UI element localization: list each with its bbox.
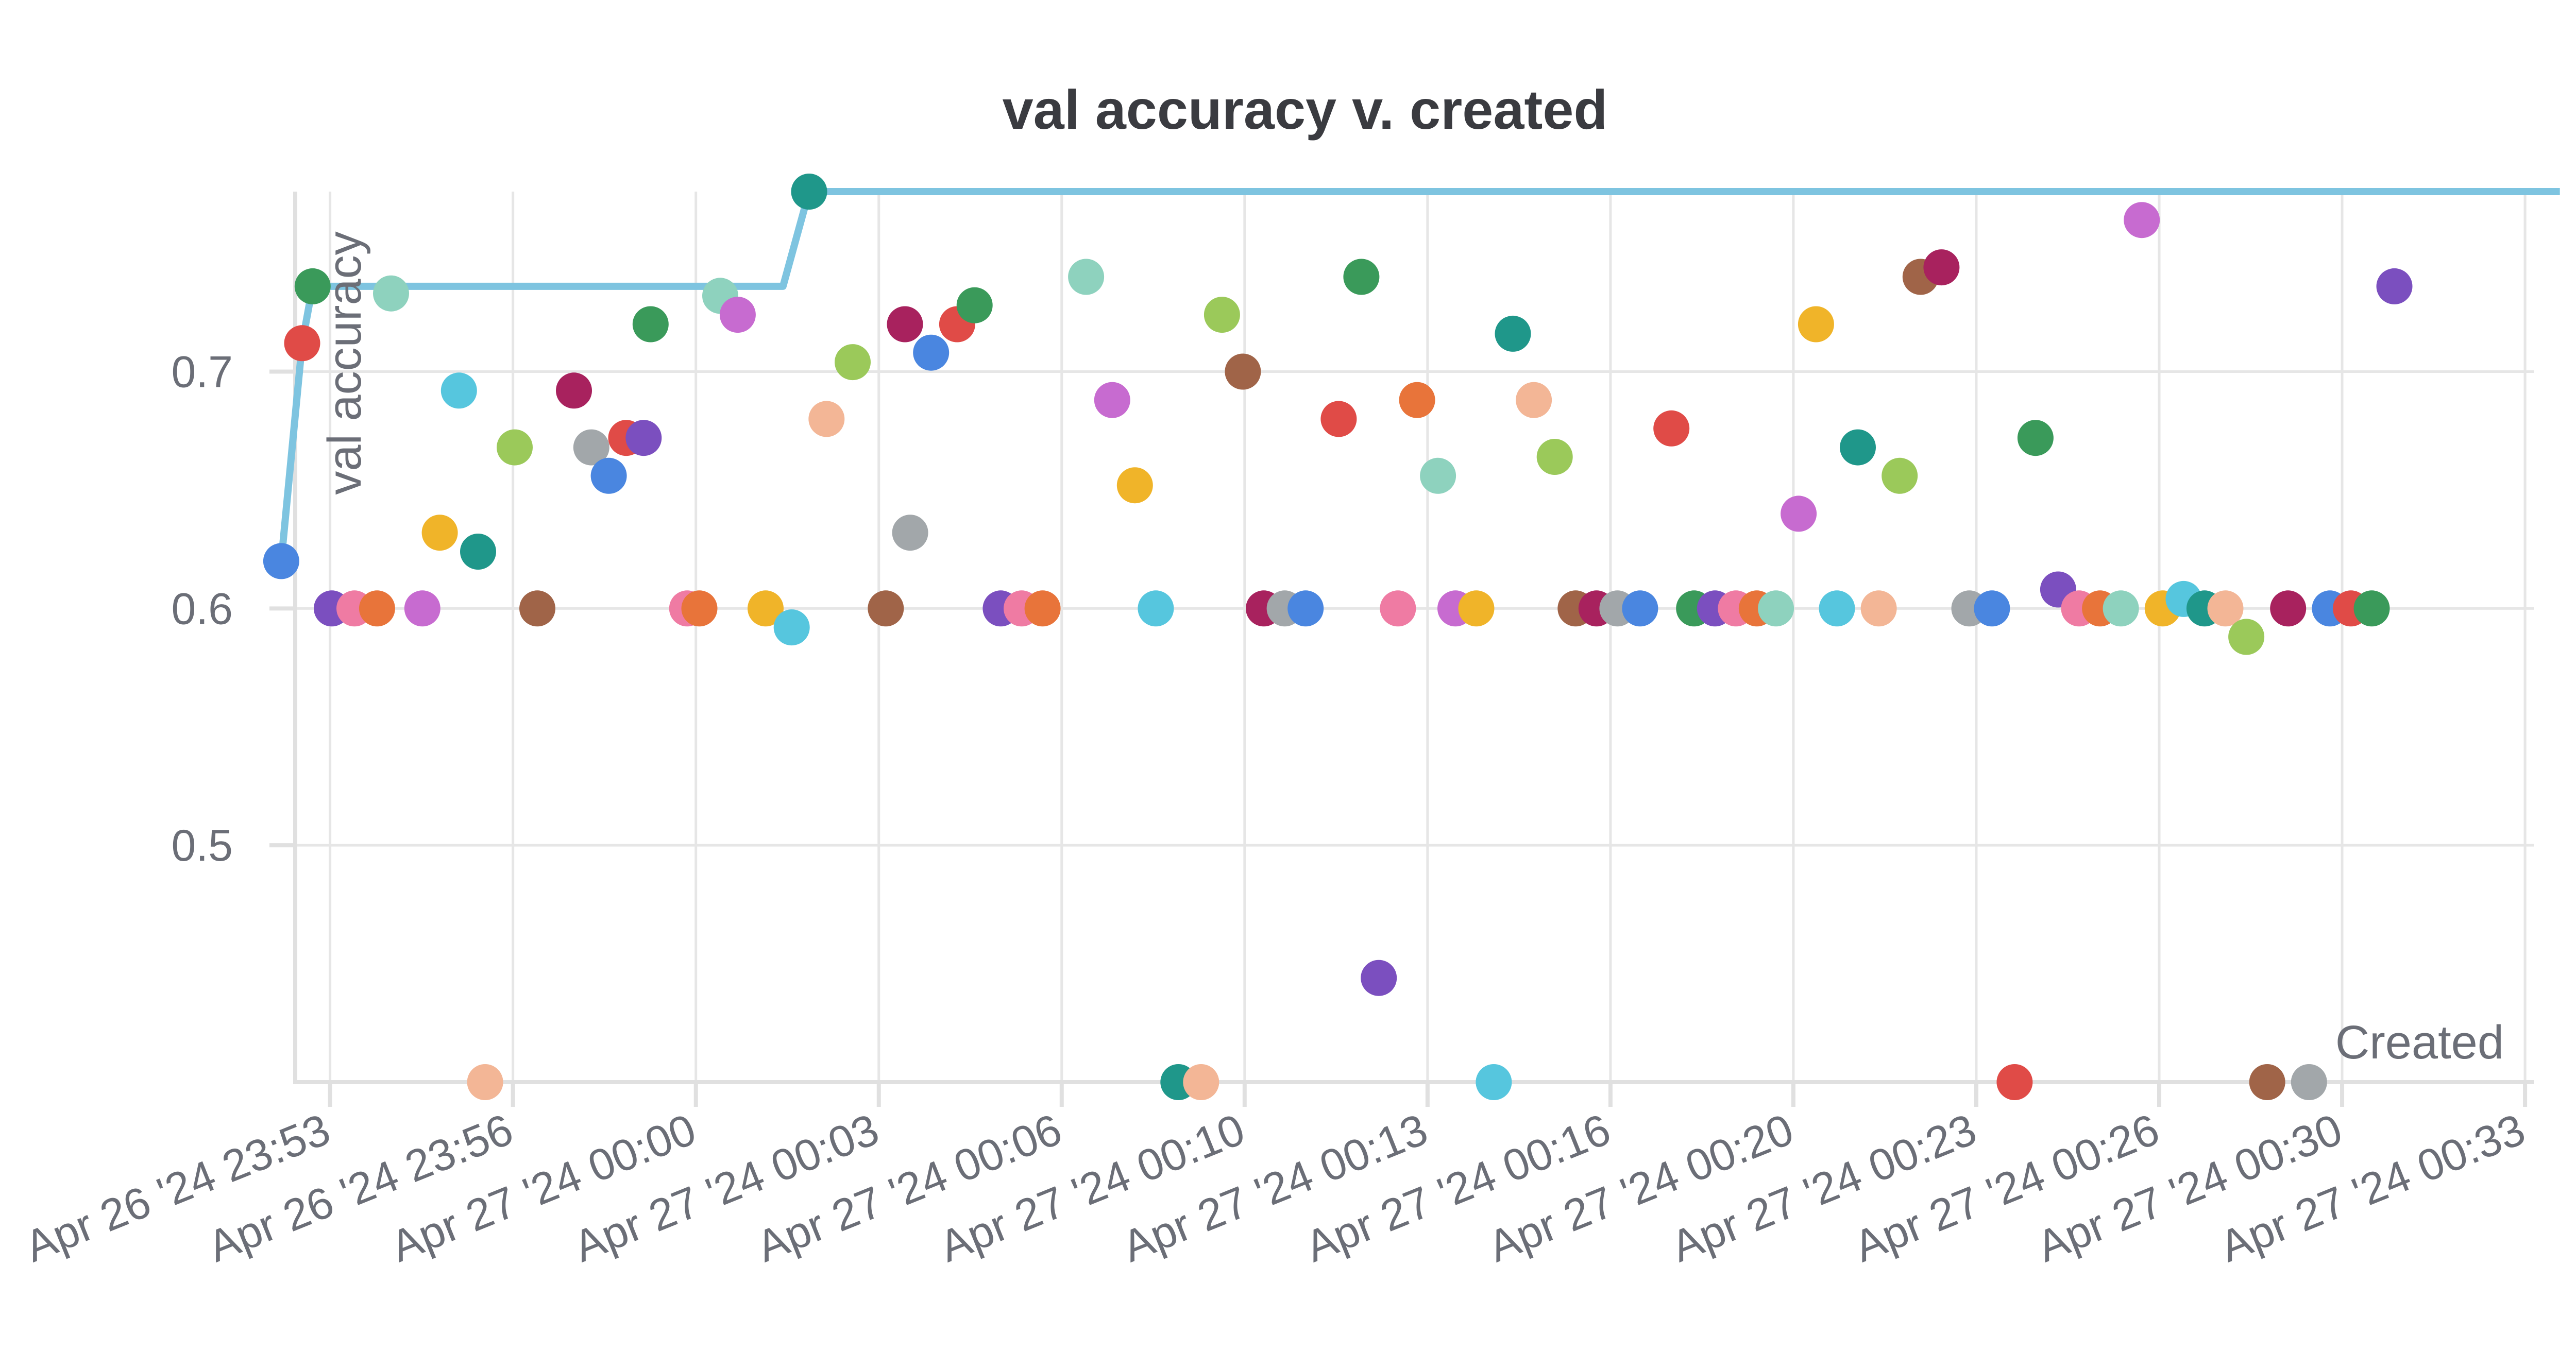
data-point[interactable] <box>294 268 331 304</box>
data-point[interactable] <box>835 344 871 381</box>
data-point[interactable] <box>497 429 533 466</box>
x-tick-label: Apr 26 '24 23:56 <box>201 1105 520 1272</box>
data-point[interactable] <box>1798 306 1834 343</box>
x-tick-label: Apr 27 '24 00:06 <box>750 1105 1069 1272</box>
data-point[interactable] <box>1361 960 1397 996</box>
data-point[interactable] <box>625 420 662 456</box>
y-tick-label: 0.6 <box>171 584 233 634</box>
data-point[interactable] <box>1516 382 1552 418</box>
data-point[interactable] <box>1380 590 1416 627</box>
data-point[interactable] <box>2376 268 2413 304</box>
data-point[interactable] <box>1399 382 1435 418</box>
data-point[interactable] <box>1287 590 1324 627</box>
data-point[interactable] <box>1138 590 1174 627</box>
data-point[interactable] <box>1653 410 1690 447</box>
x-tick-label: Apr 27 '24 00:10 <box>933 1105 1251 1272</box>
x-tick-label: Apr 27 '24 00:33 <box>2213 1105 2532 1272</box>
data-point[interactable] <box>460 534 496 570</box>
data-point[interactable] <box>284 325 320 362</box>
data-point[interactable] <box>1996 1064 2033 1100</box>
data-point[interactable] <box>1819 590 1855 627</box>
data-point[interactable] <box>1343 259 1380 295</box>
y-tick-label: 0.7 <box>171 347 233 397</box>
data-point[interactable] <box>440 372 477 409</box>
data-point[interactable] <box>1204 297 1240 333</box>
data-point[interactable] <box>1495 315 1531 352</box>
x-tick-label: Apr 27 '24 00:03 <box>567 1105 886 1272</box>
axes <box>293 192 2534 1084</box>
data-point[interactable] <box>681 590 718 627</box>
data-point[interactable] <box>1923 249 1960 286</box>
data-point[interactable] <box>2017 420 2054 456</box>
grid <box>295 192 2534 1082</box>
data-point[interactable] <box>1420 457 1456 494</box>
data-point[interactable] <box>1840 429 1876 466</box>
data-point[interactable] <box>632 306 669 343</box>
x-tick-label: Apr 27 '24 00:23 <box>1664 1105 1983 1272</box>
data-point[interactable] <box>913 334 950 371</box>
data-point[interactable] <box>1476 1064 1512 1100</box>
data-point[interactable] <box>1320 401 1357 437</box>
best-value-line <box>277 188 2560 562</box>
x-tick-label: Apr 27 '24 00:30 <box>2030 1105 2349 1272</box>
data-point[interactable] <box>791 174 827 210</box>
data-point[interactable] <box>1225 353 1261 390</box>
data-point[interactable] <box>573 429 609 466</box>
data-point[interactable] <box>359 590 395 627</box>
y-tick-labels: 0.5 0.6 0.7 <box>171 347 295 870</box>
data-point[interactable] <box>1882 457 1918 494</box>
data-point[interactable] <box>1758 590 1794 627</box>
data-point[interactable] <box>1536 439 1573 475</box>
data-point[interactable] <box>1024 590 1061 627</box>
data-point[interactable] <box>1183 1064 1219 1100</box>
y-tick-label: 0.5 <box>171 821 233 870</box>
data-point[interactable] <box>2228 619 2265 655</box>
data-point[interactable] <box>887 306 923 343</box>
data-points <box>263 174 2413 1100</box>
data-point[interactable] <box>773 609 810 646</box>
x-tick-label: Apr 27 '24 00:16 <box>1298 1105 1617 1272</box>
data-point[interactable] <box>2207 590 2244 627</box>
x-tick-label: Apr 26 '24 23:53 <box>18 1105 337 1272</box>
data-point[interactable] <box>1458 590 1495 627</box>
data-point[interactable] <box>719 297 756 333</box>
data-point[interactable] <box>868 590 904 627</box>
data-point[interactable] <box>2291 1064 2327 1100</box>
x-tick-label: Apr 27 '24 00:26 <box>1847 1105 2166 1272</box>
x-axis-title: Created <box>2335 1016 2504 1069</box>
data-point[interactable] <box>467 1064 503 1100</box>
x-tick-label: Apr 27 '24 00:13 <box>1115 1105 1434 1272</box>
data-point[interactable] <box>808 401 845 437</box>
data-point[interactable] <box>556 372 592 409</box>
data-point[interactable] <box>1094 382 1130 418</box>
data-point[interactable] <box>1781 495 1817 532</box>
data-point[interactable] <box>2270 590 2307 627</box>
data-point[interactable] <box>956 287 993 323</box>
data-point[interactable] <box>404 590 440 627</box>
x-tick-label: Apr 27 '24 00:00 <box>384 1105 703 1272</box>
x-tick-label: Apr 27 '24 00:20 <box>1481 1105 1800 1272</box>
data-point[interactable] <box>1116 467 1153 504</box>
data-point[interactable] <box>1622 590 1658 627</box>
data-point[interactable] <box>748 590 784 627</box>
data-point[interactable] <box>1860 590 1897 627</box>
data-point[interactable] <box>1974 590 2010 627</box>
data-point[interactable] <box>519 590 555 627</box>
data-point[interactable] <box>2124 202 2160 238</box>
data-point[interactable] <box>2353 590 2390 627</box>
data-point[interactable] <box>421 515 458 551</box>
y-axis-title: val accuracy <box>318 231 371 494</box>
chart-title: val accuracy v. created <box>1003 78 1608 141</box>
data-point[interactable] <box>373 275 409 312</box>
data-point[interactable] <box>2103 590 2139 627</box>
data-point[interactable] <box>1068 259 1105 295</box>
data-point[interactable] <box>2249 1064 2285 1100</box>
data-point[interactable] <box>263 543 299 579</box>
data-point[interactable] <box>892 515 928 551</box>
data-point[interactable] <box>590 457 627 494</box>
